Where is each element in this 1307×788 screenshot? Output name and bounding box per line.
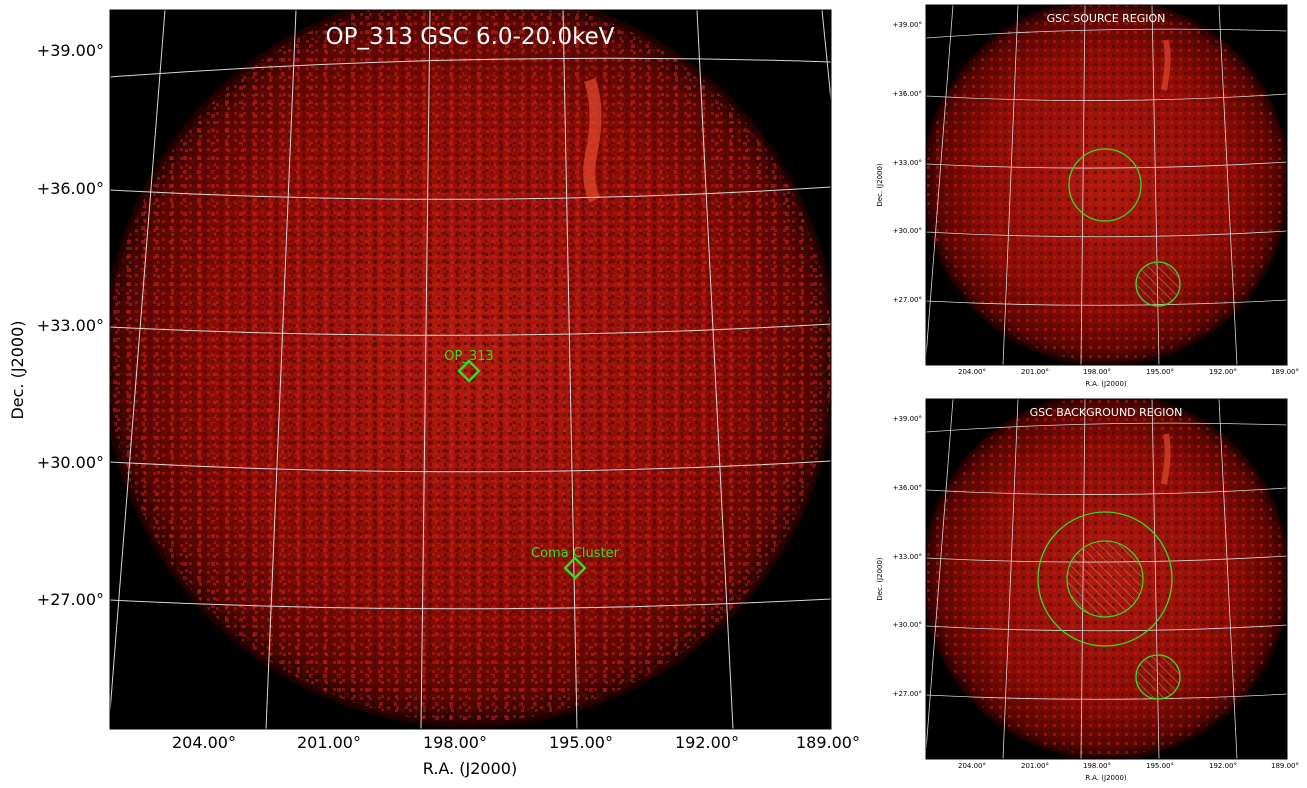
- ra-tick-label: 201.00°: [1021, 762, 1049, 770]
- source-panel-title: GSC SOURCE REGION: [1047, 12, 1166, 25]
- dec-tick-label: +33.00°: [893, 553, 922, 561]
- ra-tick-label: 189.00°: [1271, 368, 1299, 376]
- excluded-region-circle[interactable]: [1135, 261, 1181, 307]
- main-map-panel: OP_313 Coma Cluster OP_313 GSC 6.0-20.0k…: [8, 9, 860, 778]
- main-map-title: OP_313 GSC 6.0-20.0keV: [326, 24, 615, 50]
- background-region-panel: GSC BACKGROUND REGION +39.00° +36.00° +3…: [876, 398, 1299, 782]
- ra-tick-label: 189.00°: [1271, 762, 1299, 770]
- dec-tick-label: +39.00°: [37, 41, 104, 60]
- dec-tick-label: +30.00°: [893, 621, 922, 629]
- dec-tick-label: +30.00°: [893, 227, 922, 235]
- source-region-circle[interactable]: [1068, 148, 1142, 222]
- ra-tick-label: 192.00°: [1209, 762, 1237, 770]
- ra-tick-label: 195.00°: [1146, 762, 1174, 770]
- dec-tick-label: +33.00°: [37, 316, 104, 335]
- main-y-axis-label: Dec. (J2000): [8, 320, 27, 419]
- source-marker-op313[interactable]: [457, 359, 481, 383]
- ra-tick-label: 195.00°: [1146, 368, 1174, 376]
- source-y-axis-label: Dec. (J2000): [876, 163, 884, 207]
- dec-tick-label: +36.00°: [893, 90, 922, 98]
- ra-tick-label: 201.00°: [297, 733, 361, 752]
- diamond-icon: [457, 359, 481, 383]
- background-ra-ticks: 204.00° 201.00° 198.00° 195.00° 192.00° …: [958, 762, 1299, 770]
- main-dec-ticks: +39.00° +36.00° +33.00° +30.00° +27.00°: [37, 41, 104, 609]
- dec-tick-label: +39.00°: [893, 415, 922, 423]
- excluded-region-circle[interactable]: [1135, 654, 1181, 700]
- ra-tick-label: 201.00°: [1021, 368, 1049, 376]
- dec-tick-label: +30.00°: [37, 453, 104, 472]
- ra-tick-label: 198.00°: [1083, 368, 1111, 376]
- bright-streak: [583, 78, 602, 203]
- ra-tick-label: 189.00°: [796, 733, 860, 752]
- dec-tick-label: +36.00°: [37, 179, 104, 198]
- source-marker-coma[interactable]: [563, 556, 587, 580]
- ra-tick-label: 204.00°: [172, 733, 236, 752]
- background-annulus-outer[interactable]: [1037, 511, 1173, 647]
- source-x-axis-label: R.A. (J2000): [1085, 380, 1127, 388]
- dec-tick-label: +39.00°: [893, 21, 922, 29]
- background-panel-title: GSC BACKGROUND REGION: [1030, 406, 1183, 419]
- background-y-axis-label: Dec. (J2000): [876, 557, 884, 601]
- ra-tick-label: 192.00°: [1209, 368, 1237, 376]
- main-x-axis-label: R.A. (J2000): [423, 759, 517, 778]
- dec-tick-label: +36.00°: [893, 484, 922, 492]
- source-label-coma: Coma Cluster: [531, 546, 620, 561]
- source-label-op313: OP_313: [444, 349, 493, 364]
- diamond-icon: [563, 556, 587, 580]
- ra-tick-label: 204.00°: [958, 368, 986, 376]
- source-ra-ticks: 204.00° 201.00° 198.00° 195.00° 192.00° …: [958, 368, 1299, 376]
- dec-tick-label: +33.00°: [893, 159, 922, 167]
- main-map-frame: [109, 9, 832, 730]
- background-annulus-inner[interactable]: [1066, 540, 1144, 618]
- main-coordinate-grid: [110, 10, 831, 729]
- background-x-axis-label: R.A. (J2000): [1085, 774, 1127, 782]
- dec-tick-label: +27.00°: [37, 590, 104, 609]
- main-ra-ticks: 204.00° 201.00° 198.00° 195.00° 192.00° …: [172, 733, 860, 752]
- ra-tick-label: 192.00°: [675, 733, 739, 752]
- ra-tick-label: 195.00°: [549, 733, 613, 752]
- ra-tick-label: 198.00°: [1083, 762, 1111, 770]
- dec-tick-label: +27.00°: [893, 296, 922, 304]
- background-dec-ticks: +39.00° +36.00° +33.00° +30.00° +27.00°: [893, 415, 922, 698]
- source-dec-ticks: +39.00° +36.00° +33.00° +30.00° +27.00°: [893, 21, 922, 304]
- ra-tick-label: 198.00°: [423, 733, 487, 752]
- ra-tick-label: 204.00°: [958, 762, 986, 770]
- source-region-panel: GSC SOURCE REGION +39.00° +36.00° +33.00…: [876, 4, 1299, 388]
- dec-tick-label: +27.00°: [893, 690, 922, 698]
